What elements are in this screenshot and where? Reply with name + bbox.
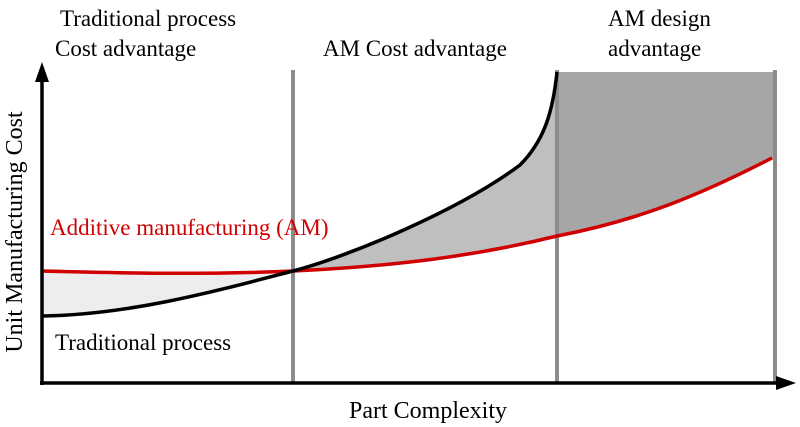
region-label: AM design: [608, 6, 711, 31]
am-cost-advantage-area: [293, 72, 557, 271]
am-curve-label: Additive manufacturing (AM): [50, 215, 328, 240]
am-curve: [41, 156, 773, 276]
region-label: Traditional process: [60, 6, 236, 31]
traditional-advantage-area: [42, 271, 293, 316]
traditional-curve-label: Traditional process: [55, 330, 231, 355]
y-axis-arrow: [35, 62, 49, 82]
y-axis-label: Unit Manufacturing Cost: [2, 111, 28, 353]
region-label: AM Cost advantage: [323, 36, 507, 61]
am-design-advantage-area: [557, 72, 775, 236]
x-axis-arrow: [776, 376, 796, 390]
traditional-curve: [41, 71, 559, 318]
region-label: advantage: [608, 36, 701, 61]
region-label: Cost advantage: [55, 36, 196, 61]
x-axis-label: Part Complexity: [349, 398, 507, 424]
